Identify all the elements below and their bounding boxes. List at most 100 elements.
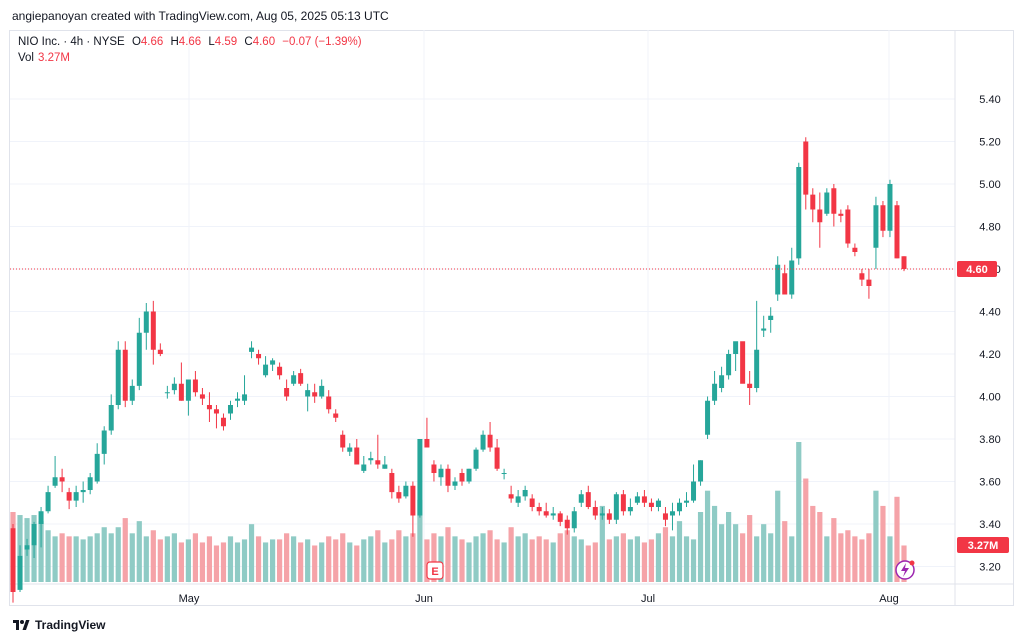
- volume-bar: [697, 512, 704, 582]
- volume-bar: [473, 536, 479, 582]
- candle-body: [192, 379, 198, 393]
- volume-bar: [620, 533, 626, 582]
- volume-bar: [396, 530, 402, 582]
- volume-bar: [269, 539, 276, 582]
- candle-body: [10, 528, 16, 592]
- candle-body: [550, 513, 556, 516]
- candle-body: [333, 413, 339, 418]
- volume-bar: [382, 542, 388, 582]
- volume-bar: [550, 542, 556, 582]
- candle-body: [150, 311, 156, 350]
- candle-body: [817, 209, 823, 223]
- candle-body: [242, 394, 248, 401]
- x-tick-label: Jun: [415, 593, 433, 605]
- candle-body: [417, 439, 423, 516]
- volume-badge: [957, 537, 1009, 553]
- volume-bar: [796, 442, 802, 582]
- volume-bar: [543, 539, 549, 582]
- candle-body: [171, 383, 177, 391]
- candle-body: [606, 513, 612, 520]
- volume-bar: [683, 536, 690, 582]
- close-value: 4.60: [252, 36, 276, 48]
- candle-body: [845, 209, 851, 244]
- volume-bar: [662, 527, 669, 582]
- candle-body: [866, 279, 872, 286]
- volume-bar: [761, 524, 767, 582]
- candle-body: [73, 492, 79, 501]
- volume-bar: [704, 490, 711, 582]
- candle-body: [592, 507, 598, 516]
- volume-bar: [852, 536, 858, 582]
- volume-bar: [122, 518, 128, 582]
- volume-bar: [305, 539, 311, 582]
- candle-body: [122, 349, 128, 401]
- volume-bar: [466, 542, 472, 582]
- volume-bar: [627, 539, 633, 582]
- candle-body: [648, 502, 654, 507]
- candle-body: [782, 273, 788, 295]
- candle-body: [564, 519, 570, 529]
- candle-body: [831, 188, 837, 214]
- low-value: 4.59: [214, 36, 238, 48]
- y-tick-label: 4.40: [979, 307, 1000, 319]
- high-value: 4.66: [178, 36, 202, 48]
- volume-bar: [340, 533, 346, 582]
- volume-bar: [164, 536, 170, 582]
- volume-bar: [59, 533, 65, 582]
- volume-bar: [817, 512, 823, 582]
- candle-body: [501, 473, 507, 474]
- volume-bar: [284, 533, 290, 582]
- last-price-badge-label: 4.60: [966, 264, 987, 276]
- candle-body: [129, 385, 135, 401]
- y-tick-label: 3.80: [979, 434, 1000, 446]
- volume-bar: [234, 542, 241, 582]
- y-tick-label: 5.20: [979, 137, 1000, 149]
- volume-bar: [206, 536, 213, 582]
- candle-body: [347, 447, 353, 452]
- candle-body: [277, 366, 283, 376]
- tradingview-footer[interactable]: TradingView: [12, 618, 105, 632]
- volume-bar: [824, 536, 830, 582]
- volume-bar: [803, 478, 809, 582]
- volume-bar: [417, 499, 423, 582]
- volume-label: Vol: [18, 52, 34, 64]
- candle-body: [515, 496, 521, 503]
- volume-bar: [676, 521, 683, 582]
- volume-bar: [178, 542, 184, 582]
- volume-bar: [894, 496, 900, 582]
- volume-bar: [241, 539, 248, 582]
- volume-bar: [585, 545, 591, 582]
- volume-bar: [634, 536, 641, 582]
- volume-bar: [669, 536, 676, 582]
- volume-bar: [410, 533, 416, 582]
- volume-bar: [859, 539, 865, 582]
- candle-body: [396, 492, 402, 499]
- volume-bar: [291, 536, 297, 582]
- candle-body: [249, 347, 255, 352]
- volume-bar: [115, 527, 121, 582]
- candle-body: [852, 247, 858, 252]
- candle-body: [508, 494, 514, 499]
- candle-body: [185, 379, 191, 401]
- earnings-marker-label: E: [431, 566, 438, 578]
- volume-bar: [403, 536, 409, 582]
- candle-body: [284, 388, 290, 397]
- volume-bar: [571, 536, 577, 582]
- volume-bar: [192, 533, 199, 582]
- candle-body: [873, 205, 879, 248]
- candle-body: [38, 511, 44, 524]
- volume-bar: [578, 539, 584, 582]
- volume-bar: [718, 524, 725, 582]
- volume-bar: [389, 539, 395, 582]
- candle-body: [164, 392, 170, 394]
- volume-bar: [438, 536, 444, 582]
- volume-bar: [648, 539, 655, 582]
- volume-bar: [66, 536, 72, 582]
- earnings-marker: [426, 561, 444, 580]
- candle-body: [719, 375, 725, 388]
- volume-bar: [227, 536, 234, 582]
- candle-body: [87, 477, 93, 490]
- candle-body: [340, 434, 346, 448]
- volume-bar: [45, 530, 51, 582]
